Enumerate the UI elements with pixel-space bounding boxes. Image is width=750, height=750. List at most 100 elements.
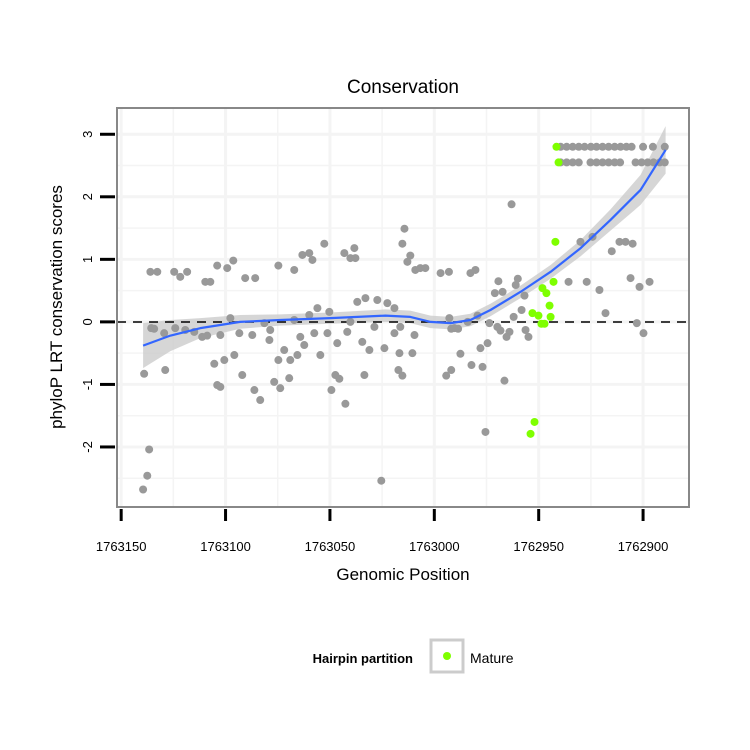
- other-point: [343, 327, 352, 336]
- other-point: [626, 274, 635, 283]
- other-point: [353, 297, 362, 306]
- other-point: [298, 250, 307, 259]
- other-point: [648, 142, 657, 151]
- other-point: [276, 384, 285, 393]
- other-point: [308, 255, 317, 264]
- y-axis-label: phyloP LRT conservation scores: [47, 185, 66, 429]
- other-point: [604, 142, 613, 151]
- x-tick-label: 1763000: [409, 539, 460, 554]
- other-point: [604, 158, 613, 167]
- x-tick-label: 1763050: [305, 539, 356, 554]
- other-point: [574, 158, 583, 167]
- other-point: [183, 267, 192, 276]
- other-point: [478, 362, 487, 371]
- smooth-curve: [142, 149, 667, 347]
- other-point: [340, 249, 349, 258]
- other-point: [442, 371, 451, 380]
- mature-point: [542, 289, 551, 298]
- other-point: [398, 371, 407, 380]
- other-point: [335, 374, 344, 383]
- other-point: [621, 237, 630, 246]
- mature-point: [551, 237, 560, 246]
- other-point: [592, 158, 601, 167]
- other-point: [143, 471, 152, 480]
- x-tick-label: 1763150: [96, 539, 147, 554]
- other-point: [496, 326, 505, 335]
- other-point: [238, 371, 247, 380]
- other-point: [490, 289, 499, 298]
- other-point: [265, 336, 274, 345]
- other-point: [444, 267, 453, 276]
- other-point: [400, 224, 409, 233]
- mature-point: [528, 309, 537, 318]
- y-tick-label: -2: [80, 441, 95, 453]
- other-point: [476, 344, 485, 353]
- other-point: [305, 249, 314, 258]
- other-point: [248, 331, 257, 340]
- other-point: [153, 267, 162, 276]
- other-point: [229, 256, 238, 265]
- other-point: [631, 158, 640, 167]
- other-point: [598, 158, 607, 167]
- other-point: [220, 356, 229, 365]
- other-point: [521, 326, 530, 335]
- other-point: [643, 158, 652, 167]
- other-point: [256, 396, 265, 405]
- other-point: [206, 277, 215, 286]
- other-point: [639, 142, 648, 151]
- other-point: [250, 386, 259, 395]
- other-point: [660, 142, 669, 151]
- other-point: [203, 331, 212, 340]
- other-point: [447, 366, 456, 375]
- other-point: [270, 377, 279, 386]
- mature-point: [534, 311, 543, 320]
- other-point: [341, 399, 350, 408]
- legend-key-dot: [443, 652, 451, 660]
- other-point: [146, 267, 155, 276]
- other-point: [396, 322, 405, 331]
- other-point: [176, 272, 185, 281]
- other-point: [160, 329, 169, 338]
- other-point: [513, 274, 522, 283]
- x-tick-label: 1763100: [200, 539, 251, 554]
- other-point: [592, 142, 601, 151]
- other-point: [346, 317, 355, 326]
- confidence-band: [143, 126, 666, 369]
- other-point: [598, 142, 607, 151]
- other-point: [595, 285, 604, 294]
- other-point: [293, 351, 302, 360]
- other-point: [251, 274, 260, 283]
- y-tick-label: 0: [80, 318, 95, 325]
- other-point: [171, 324, 180, 333]
- plot-border: [116, 107, 690, 508]
- other-point: [509, 312, 518, 321]
- mature-point: [530, 417, 539, 426]
- other-point: [305, 311, 314, 320]
- other-point: [517, 306, 526, 315]
- other-point: [610, 142, 619, 151]
- mature-point: [545, 301, 554, 310]
- other-point: [562, 142, 571, 151]
- other-point: [607, 247, 616, 256]
- confidence-band-area: [143, 126, 666, 369]
- mature-point: [540, 319, 549, 328]
- other-point: [280, 346, 289, 355]
- other-point: [436, 269, 445, 278]
- other-point: [365, 346, 374, 355]
- mature-point: [552, 142, 561, 151]
- other-point: [140, 369, 149, 378]
- other-point: [635, 282, 644, 291]
- x-axis-label: Genomic Position: [336, 565, 469, 584]
- other-point: [445, 314, 454, 323]
- other-point: [383, 299, 392, 308]
- other-point: [325, 307, 334, 316]
- other-point: [616, 158, 625, 167]
- other-point: [145, 445, 154, 454]
- other-point: [408, 349, 417, 358]
- other-point: [398, 239, 407, 248]
- other-point: [274, 356, 283, 365]
- other-point: [380, 344, 389, 353]
- other-point: [421, 264, 430, 273]
- other-point: [616, 142, 625, 151]
